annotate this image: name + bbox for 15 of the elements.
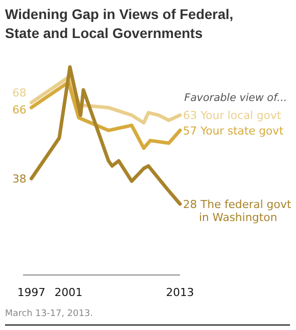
chart-title: Widening Gap in Views of Federal, State and Local Governments — [5, 6, 234, 41]
series-label: Your local govt — [200, 109, 282, 122]
data-label: 68 — [12, 86, 26, 100]
text: March 13-17, 2013. — [5, 309, 93, 319]
x-tick-label: 1997 — [17, 286, 46, 299]
series-label: Your state govt — [200, 124, 284, 138]
data-label: 63 — [183, 109, 200, 122]
x-tick-label: 2001 — [54, 286, 83, 299]
series-label: The federal govt in Washington — [199, 198, 292, 224]
data-label: 38 — [12, 172, 26, 186]
data-label: 66 — [12, 104, 26, 117]
x-tick-label: 2013 — [166, 286, 194, 299]
data-label: 28 — [183, 198, 200, 211]
legend-title: Favorable view of... — [184, 92, 287, 104]
data-label: 57 — [183, 124, 200, 138]
